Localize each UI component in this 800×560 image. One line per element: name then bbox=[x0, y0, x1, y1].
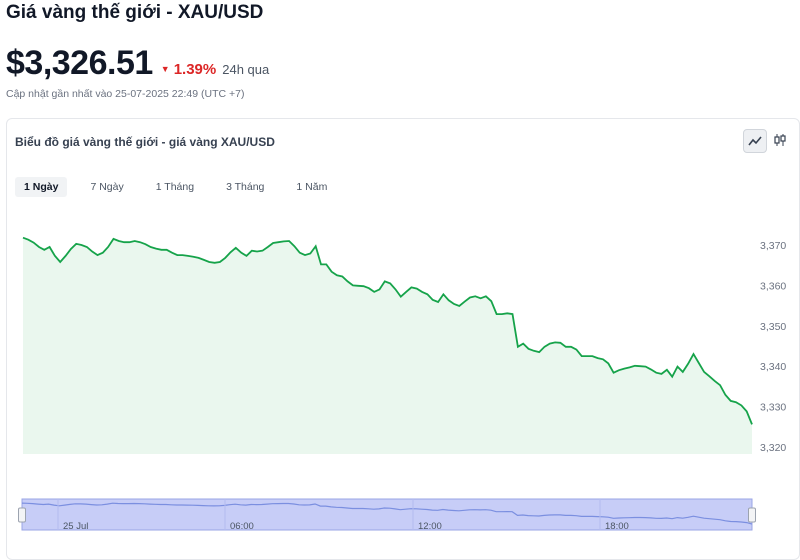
price-line bbox=[22, 236, 753, 425]
price-chart: 3,370 3,360 3,350 3,340 3,330 3,320 25 Jul 06:… bbox=[18, 236, 786, 532]
y-tick-label: 3,370 bbox=[760, 240, 786, 252]
y-tick-label: 3,360 bbox=[760, 280, 786, 292]
price-area bbox=[23, 237, 752, 454]
navigator-label: 25 Jul bbox=[63, 521, 88, 532]
y-tick-label: 3,330 bbox=[760, 402, 786, 414]
change-period: 24h qua bbox=[222, 62, 270, 77]
navigator-left-handle[interactable] bbox=[18, 507, 26, 523]
navigator-label: 06:00 bbox=[230, 521, 254, 532]
line-chart-icon bbox=[748, 136, 762, 146]
range-tabs: 1 Ngày 7 Ngày 1 Tháng 3 Tháng 1 Năm bbox=[15, 177, 350, 197]
navigator-label: 12:00 bbox=[418, 521, 442, 532]
candlestick-toggle[interactable] bbox=[769, 129, 791, 151]
y-tick-label: 3,320 bbox=[760, 442, 786, 454]
navigator-right-handle[interactable] bbox=[748, 507, 756, 523]
tab-7-days[interactable]: 7 Ngày bbox=[90, 181, 124, 193]
candlestick-icon bbox=[774, 134, 786, 146]
tab-1-month[interactable]: 1 Tháng bbox=[155, 181, 195, 193]
navigator[interactable]: 25 Jul 06:00 12:00 18:00 bbox=[18, 498, 756, 532]
y-axis: 3,370 3,360 3,350 3,340 3,330 3,320 bbox=[760, 240, 786, 454]
chart-title: Biểu đồ giá vàng thế giới - giá vàng XAU… bbox=[15, 135, 275, 149]
line-chart-toggle[interactable] bbox=[743, 129, 767, 153]
y-tick-label: 3,350 bbox=[760, 321, 786, 333]
price-row: $3,326.51 ▼ 1.39% 24h qua bbox=[6, 44, 269, 83]
page-title: Giá vàng thế giới - XAU/USD bbox=[6, 2, 264, 23]
tab-1-year[interactable]: 1 Năm bbox=[296, 181, 328, 193]
tab-1-day[interactable]: 1 Ngày bbox=[15, 177, 68, 197]
navigator-label: 18:00 bbox=[605, 521, 629, 532]
current-price: $3,326.51 bbox=[6, 44, 153, 82]
y-tick-label: 3,340 bbox=[760, 361, 786, 373]
last-updated: Cập nhật gần nhất vào 25-07-2025 22:49 (… bbox=[6, 88, 245, 100]
navigator-series bbox=[21, 502, 753, 525]
caret-down-icon: ▼ bbox=[160, 64, 170, 74]
plot-area bbox=[22, 236, 753, 454]
price-change: ▼ 1.39% bbox=[161, 61, 216, 78]
change-percent: 1.39% bbox=[173, 61, 217, 78]
tab-3-months[interactable]: 3 Tháng bbox=[226, 181, 265, 193]
